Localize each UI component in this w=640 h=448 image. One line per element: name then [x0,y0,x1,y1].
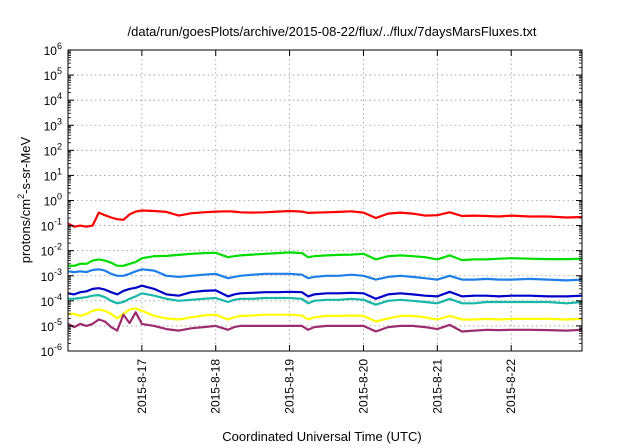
y-tick-mantissa: 10 [44,94,58,108]
y-tick-mantissa: 10 [44,69,58,83]
x-tick-label: 2015-8-21 [430,359,444,414]
y-tick-mantissa: 10 [44,169,58,183]
y-tick-label: 10-2 [41,242,62,259]
series-line [67,268,583,282]
y-tick-exponent: -6 [54,342,62,352]
y-tick-exponent: -1 [54,217,62,227]
series-line [67,284,583,300]
y-tick-label: 104 [44,91,62,108]
y-tick-mantissa: 10 [41,320,55,334]
x-axis-label: Coordinated Universal Time (UTC) [222,429,421,444]
y-axis-label-main: protons/cm [18,199,33,263]
x-tick-label: 2015-8-20 [356,359,370,414]
y-axis-label-tail: -s-sr-MeV [18,136,33,193]
y-tick-label: 10-1 [41,217,62,234]
y-tick-mantissa: 10 [44,44,58,58]
y-tick-exponent: -4 [54,292,62,302]
y-tick-label: 101 [44,166,62,183]
x-tick-label: 2015-8-18 [209,359,223,414]
y-tick-mantissa: 10 [41,220,55,234]
y-tick-exponent: 5 [57,66,62,76]
y-tick-exponent: -5 [54,317,62,327]
y-tick-label: 100 [44,192,62,209]
x-ticks: 2015-8-17 2015-8-18 2015-8-19 2015-8-20 2015… [135,50,518,414]
y-tick-exponent: 1 [57,166,62,176]
y-tick-mantissa: 10 [41,295,55,309]
y-tick-exponent: 6 [57,41,62,51]
y-tick-exponent: 3 [57,116,62,126]
y-tick-label: 105 [44,66,62,83]
y-tick-exponent: 2 [57,141,62,151]
y-tick-exponent: 4 [57,91,62,101]
y-tick-label: 10-3 [41,267,62,284]
series-line [67,311,583,333]
y-tick-mantissa: 10 [44,119,58,133]
y-tick-label: 103 [44,116,62,133]
series-line [67,209,583,228]
y-tick-mantissa: 10 [41,245,55,259]
y-axis-label: protons/cm2-s-sr-MeV [16,136,33,263]
y-tick-mantissa: 10 [44,195,58,209]
y-tick-mantissa: 10 [41,270,55,284]
y-tick-label: 10-6 [41,342,62,359]
series-line [68,251,583,267]
x-gridlines [141,50,512,351]
x-tick-label: 2015-8-19 [283,359,297,414]
series-line [68,292,583,306]
series-lines [67,209,583,333]
y-tick-exponent: -2 [54,242,62,252]
y-tick-exponent: 0 [57,192,62,202]
y-tick-exponent: -3 [54,267,62,277]
x-tick-label: 2015-8-17 [135,359,149,414]
y-tick-mantissa: 10 [44,144,58,158]
y-tick-mantissa: 10 [41,345,55,359]
y-ticks: 10-610-510-410-310-210-11001011021031041… [41,41,582,359]
series-line [68,307,583,323]
y-tick-label: 106 [44,41,62,58]
y-tick-label: 10-4 [41,292,62,309]
y-tick-label: 10-5 [41,317,62,334]
y-gridlines [68,74,582,327]
y-tick-label: 102 [44,141,62,158]
y-axis-label-superscript: 2 [16,194,26,199]
x-tick-label: 2015-8-22 [504,359,518,414]
chart-title: /data/run/goesPlots/archive/2015-08-22/f… [128,24,537,39]
